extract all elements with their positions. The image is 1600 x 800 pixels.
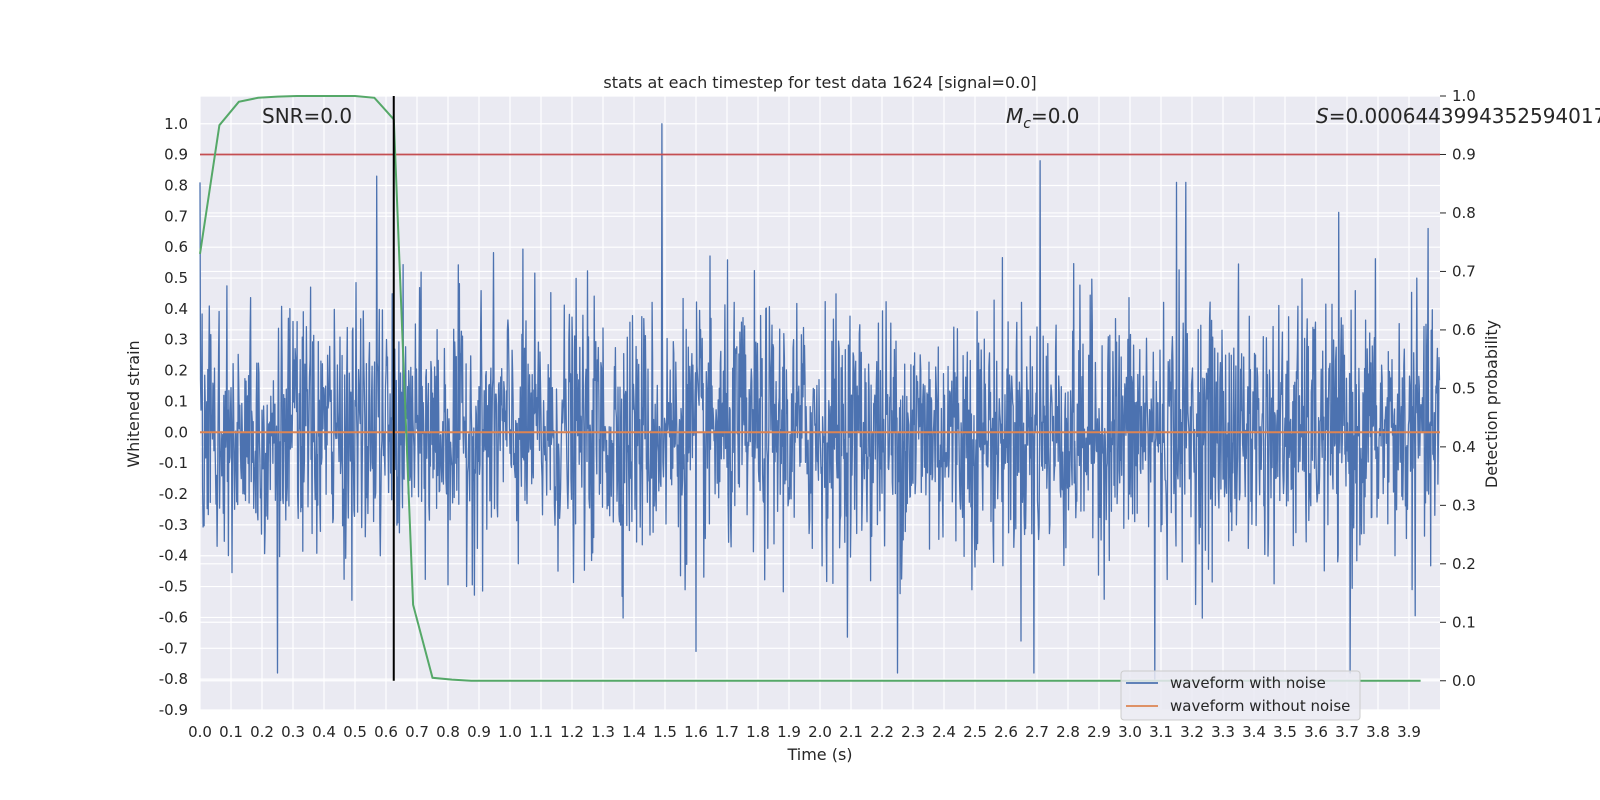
x-tick-label: 1.5 [653,723,677,741]
right-tick-label: 0.6 [1452,321,1476,339]
legend-box [1120,670,1361,721]
y-tick-label: 0.3 [164,331,188,349]
x-tick-label: 3.2 [1180,723,1204,741]
y-tick-label: 0.5 [164,269,188,287]
x-tick-label: 0.2 [250,723,274,741]
x-tick-label: 1.9 [777,723,801,741]
x-tick-label: 3.1 [1149,723,1173,741]
right-tick-label: 0.7 [1452,262,1476,280]
series-layer [199,95,1441,682]
x-tick-label: 1.6 [684,723,708,741]
right-tick-labels: 0.0 0.1 0.2 0.3 0.4 0.5 0.6 0.7 0.8 0.9 1.0 [1452,87,1476,690]
y-tick-label: -0.2 [159,485,188,503]
y-tick-label: -0.4 [159,547,188,565]
x-tick-label: 3.3 [1211,723,1235,741]
x-tick-label: 3.4 [1242,723,1266,741]
x-tick-label: 2.1 [839,723,863,741]
x-tick-label: 1.1 [529,723,553,741]
s-value: =0.0006443994352594017 [1329,104,1600,128]
x-tick-label: 2.8 [1056,723,1080,741]
x-tick-label: 1.7 [715,723,739,741]
x-tick-label: 0.9 [467,723,491,741]
right-tick-label: 0.1 [1452,613,1476,631]
x-tick-label: 3.9 [1397,723,1421,741]
right-tick-label: 0.0 [1452,672,1476,690]
right-tick-label: 1.0 [1452,87,1476,105]
x-tick-label: 0.4 [312,723,336,741]
y-tick-label: 0.1 [164,392,188,410]
detection-probability-line [199,95,1421,682]
legend: waveform with noise waveform without noi… [1120,670,1361,721]
y-tick-label: 0.6 [164,238,188,256]
legend-label-noise: waveform with noise [1170,674,1326,692]
y-tick-label: 0.4 [164,300,188,318]
x-tick-label: 3.5 [1273,723,1297,741]
y-tick-label: 0.8 [164,176,188,194]
mc-subscript: c [1023,116,1031,132]
y-tick-label: -0.9 [159,701,188,719]
y-tick-label: -0.7 [159,639,188,657]
s-symbol: S [1316,104,1329,128]
mc-value: =0.0 [1031,104,1080,128]
x-tick-label: 2.9 [1087,723,1111,741]
chart-title: stats at each timestep for test data 162… [603,73,1036,92]
y-tick-label: -0.1 [159,454,188,472]
x-tick-label: 2.5 [963,723,987,741]
x-tick-label: 1.0 [498,723,522,741]
x-tick-labels: 0.0 0.1 0.2 0.3 0.4 0.5 0.6 0.7 0.8 0.9 1.0 1.1 1.2 1… [188,723,1421,741]
y-tick-label: 0.9 [164,146,188,164]
x-tick-label: 3.6 [1304,723,1328,741]
y-tick-label: 0.2 [164,362,188,380]
x-tick-label: 2.6 [994,723,1018,741]
right-tick-label: 0.5 [1452,379,1476,397]
x-tick-label: 0.1 [219,723,243,741]
y-tick-label: 1.0 [164,115,188,133]
snr-annotation: SNR=0.0 [262,104,352,128]
x-tick-label: 0.6 [374,723,398,741]
x-tick-label: 2.4 [932,723,956,741]
x-tick-label: 3.0 [1118,723,1142,741]
right-tick-label: 0.3 [1452,496,1476,514]
y-tick-label: 0.7 [164,207,188,225]
x-tick-label: 2.3 [901,723,925,741]
y-tick-label: -0.6 [159,608,188,626]
y-tick-label: -0.8 [159,670,188,688]
x-tick-label: 1.2 [560,723,584,741]
x-tick-label: 2.2 [870,723,894,741]
mc-annotation: Mc=0.0 [1006,104,1080,132]
legend-label-clean: waveform without noise [1170,697,1350,715]
right-tick-label: 0.9 [1452,145,1476,163]
x-tick-label: 3.7 [1335,723,1359,741]
x-tick-label: 1.4 [622,723,646,741]
mc-symbol: M [1006,104,1023,128]
x-tick-label: 3.8 [1366,723,1390,741]
x-tick-label: 2.7 [1025,723,1049,741]
y-tick-label: 0.0 [164,423,188,441]
x-tick-label: 0.0 [188,723,212,741]
y-axis-label: Whitened strain [124,340,143,467]
y-tick-labels: -0.9 -0.8 -0.7 -0.6 -0.5 -0.4 -0.3 -0.2 -0.1 0.0 0… [159,115,188,719]
x-tick-label: 1.3 [591,723,615,741]
x-tick-label: 0.3 [281,723,305,741]
s-annotation: S=0.0006443994352594017 [1316,104,1600,128]
y-tick-label: -0.5 [159,578,188,596]
right-tick-label: 0.8 [1452,204,1476,222]
y-tick-label: -0.3 [159,516,188,534]
x-tick-label: 0.5 [343,723,367,741]
x-tick-label: 1.8 [746,723,770,741]
x-axis-label: Time (s) [786,745,852,764]
x-tick-label: 0.8 [436,723,460,741]
right-tick-label: 0.2 [1452,555,1476,573]
right-axis-label: Detection probability [1482,320,1501,488]
x-tick-label: 0.7 [405,723,429,741]
right-tick-label: 0.4 [1452,438,1476,456]
x-tick-label: 2.0 [808,723,832,741]
